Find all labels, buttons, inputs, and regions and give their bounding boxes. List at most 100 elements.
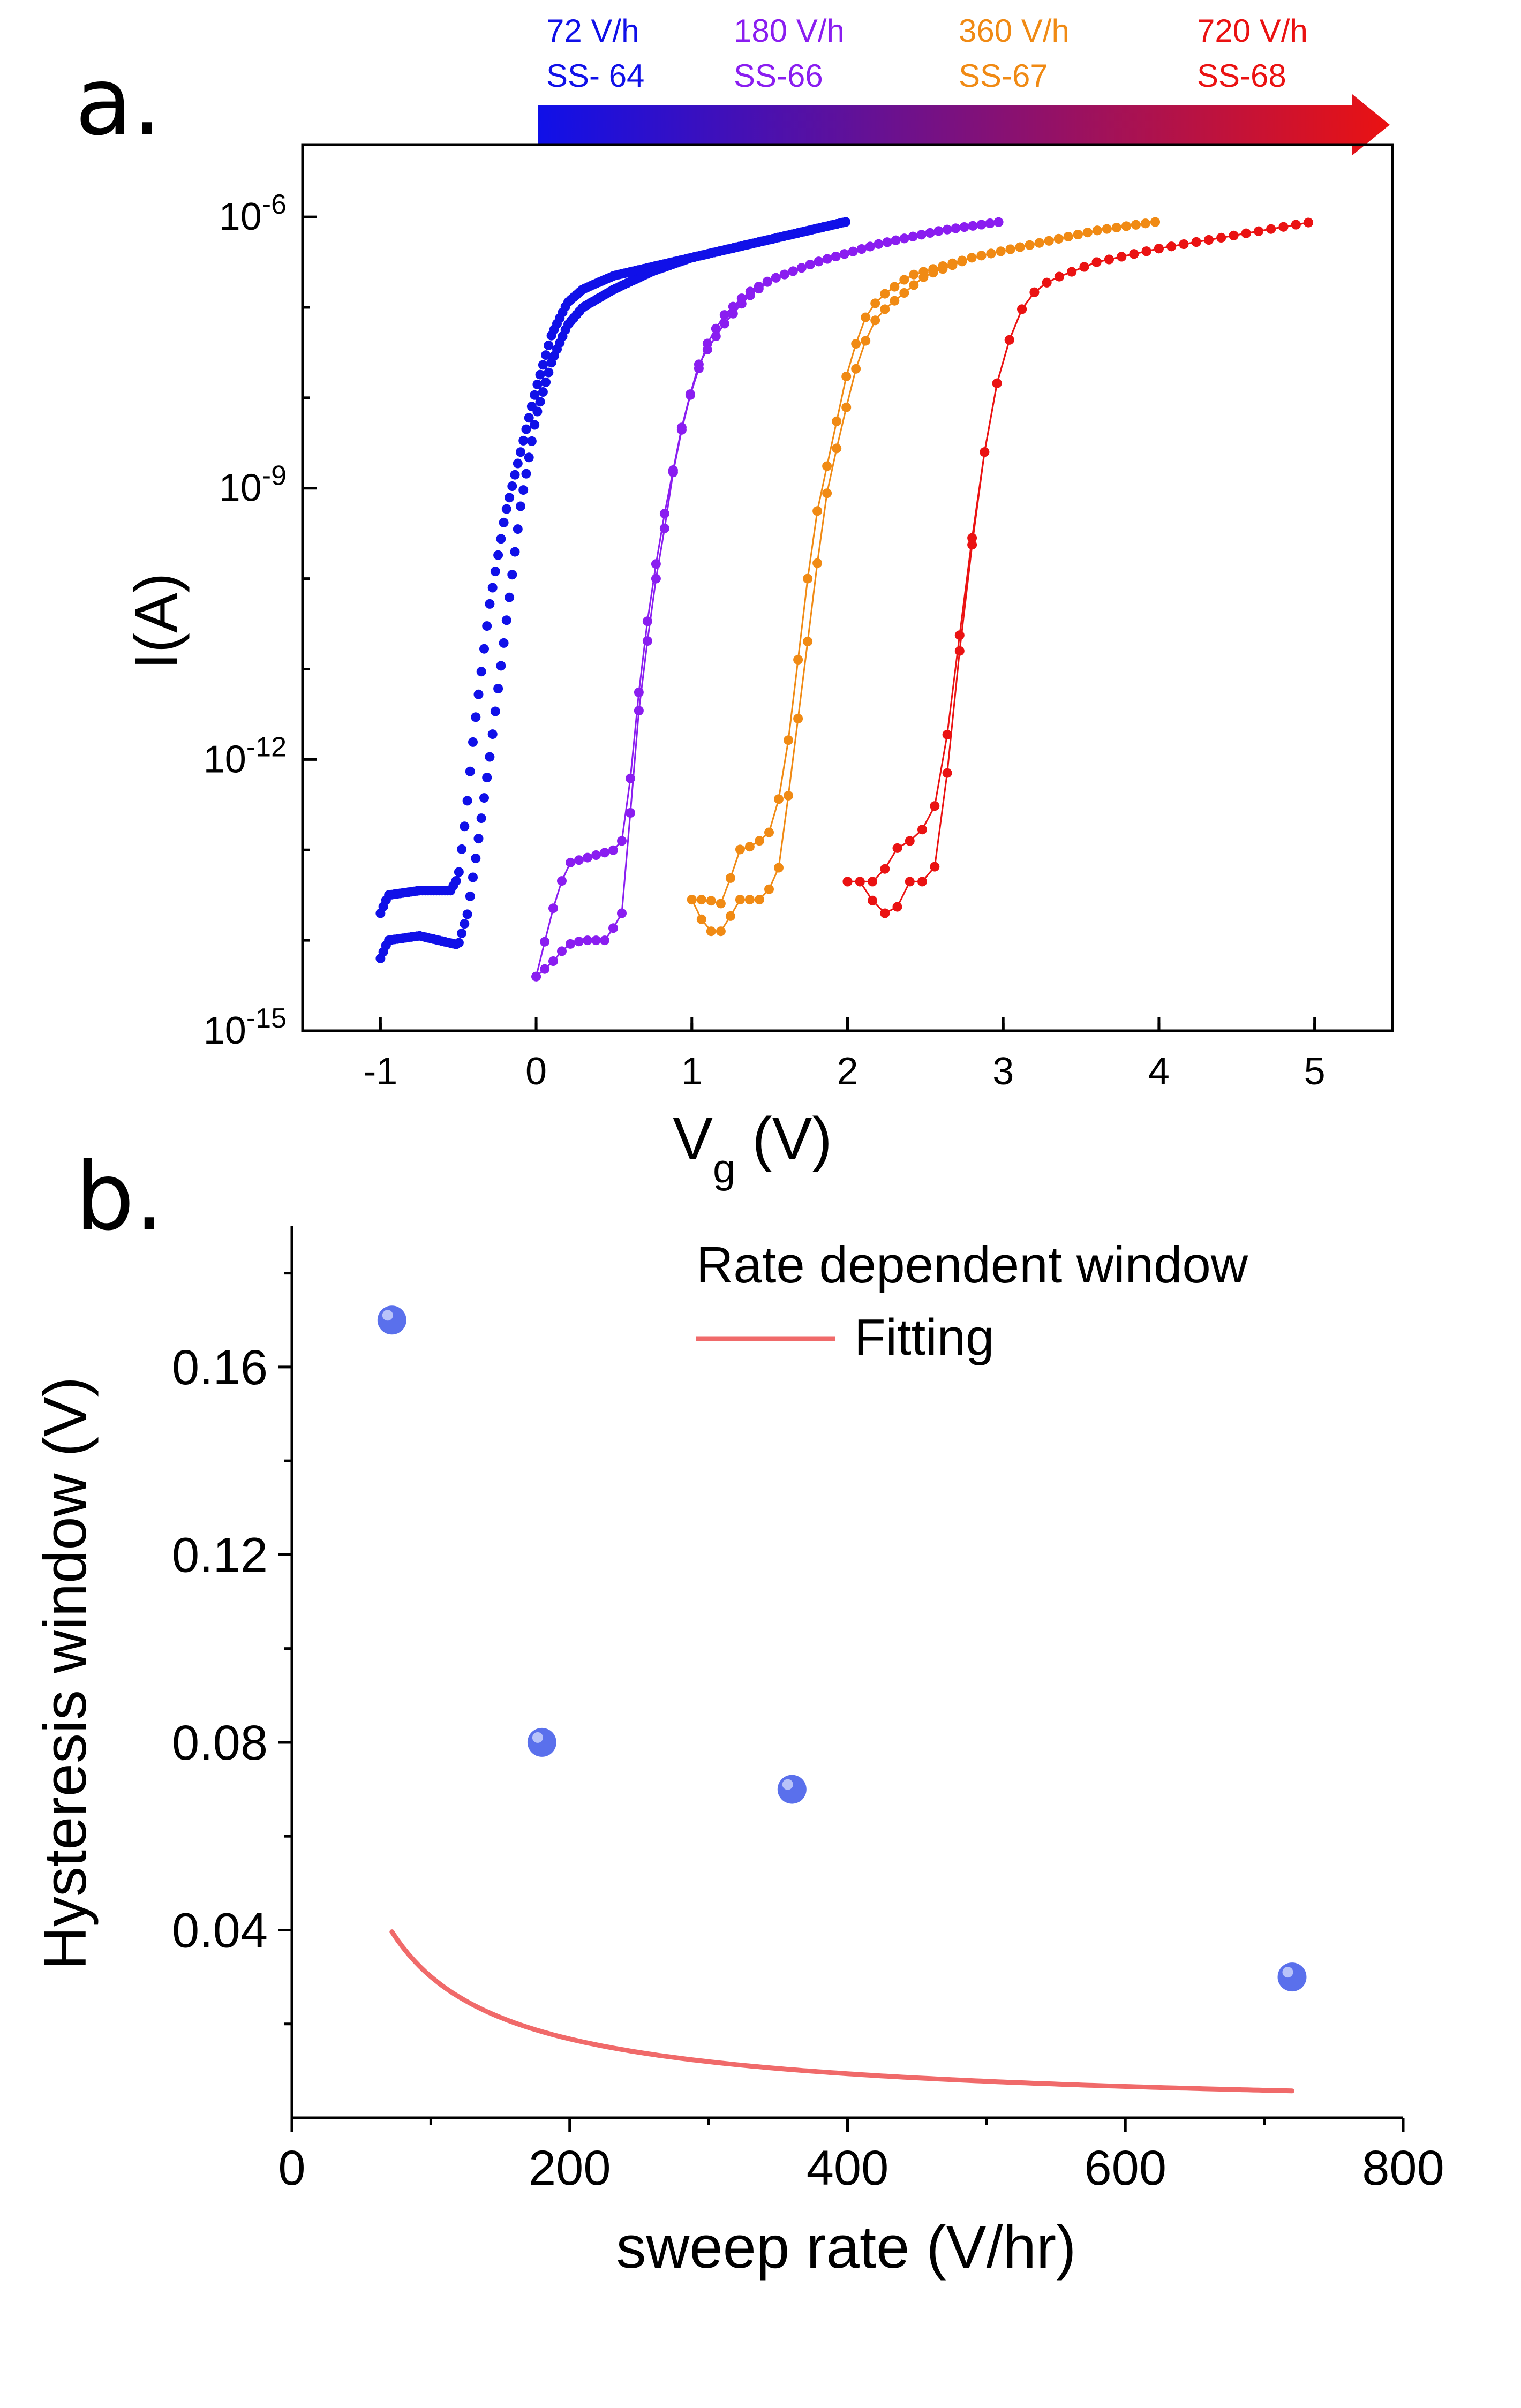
data-point	[1091, 257, 1102, 267]
x-tick-label: 600	[1085, 2141, 1167, 2195]
x-tick-label: 3	[992, 1050, 1014, 1093]
data-point	[736, 299, 747, 309]
data-point	[822, 488, 832, 499]
data-point	[471, 854, 481, 863]
data-point	[951, 223, 961, 233]
data-point	[626, 808, 635, 818]
data-point	[600, 935, 609, 946]
data-point	[777, 1775, 807, 1804]
sample-label: SS-67	[959, 58, 1048, 94]
y-tick-label: 10-6	[219, 189, 287, 238]
data-point	[855, 877, 865, 887]
panel-a-letter: a.	[75, 48, 162, 156]
data-point	[685, 389, 695, 399]
xlabel-v: V	[673, 1105, 713, 1172]
data-point	[992, 378, 1002, 388]
data-point	[1005, 244, 1015, 254]
data-point	[764, 827, 774, 837]
data-point	[544, 340, 554, 350]
data-point	[1092, 225, 1102, 236]
data-point	[1025, 240, 1035, 250]
data-point	[870, 315, 880, 326]
data-point	[1004, 335, 1014, 345]
chart-a-xlabel: Vg (V)	[673, 1105, 832, 1191]
chart-b-legend: Rate dependent window Fitting	[696, 1236, 1248, 1366]
data-point	[496, 661, 506, 671]
data-point	[925, 228, 935, 238]
data-point	[479, 644, 489, 654]
data-point	[728, 301, 738, 312]
series-red	[842, 217, 1313, 918]
data-point	[822, 461, 832, 471]
data-point	[803, 573, 813, 584]
data-point	[1254, 226, 1263, 236]
data-point	[784, 735, 793, 745]
data-point	[482, 773, 492, 783]
data-point	[702, 344, 712, 354]
data-point	[947, 258, 958, 268]
data-point	[501, 615, 511, 625]
data-point	[755, 836, 764, 846]
series-line-backward	[691, 221, 1156, 905]
data-point	[803, 637, 813, 646]
data-point	[725, 873, 735, 883]
data-point	[832, 416, 842, 426]
data-point	[917, 877, 927, 887]
data-point	[812, 506, 823, 516]
data-point	[557, 876, 567, 886]
data-point	[468, 737, 478, 747]
data-point	[460, 919, 470, 929]
data-point	[1154, 244, 1164, 254]
data-point	[993, 217, 1004, 227]
data-point	[841, 402, 852, 412]
data-point	[916, 230, 927, 240]
data-point	[531, 971, 541, 982]
data-point	[1278, 222, 1289, 232]
x-tick-label: -1	[363, 1050, 397, 1093]
data-point	[642, 616, 652, 626]
rate-label: 720 V/h	[1197, 13, 1308, 49]
data-point	[527, 1727, 556, 1757]
data-point	[535, 369, 545, 380]
data-point	[793, 714, 803, 723]
data-point	[868, 877, 877, 887]
data-point	[880, 864, 890, 874]
data-point	[451, 876, 461, 886]
data-point	[668, 465, 678, 475]
data-point	[942, 729, 952, 739]
data-point	[1216, 232, 1226, 243]
data-point	[476, 667, 486, 677]
data-point	[583, 935, 592, 946]
data-point	[909, 280, 919, 290]
xlabel-unit: (V)	[735, 1105, 832, 1172]
data-point	[676, 422, 687, 433]
data-point	[608, 845, 618, 855]
data-point	[917, 825, 927, 835]
chart-b-ticks: 0 200 400 600 800 0.04 0.08 0.12 0.16	[172, 1272, 1444, 2195]
data-point	[1131, 220, 1141, 230]
data-point	[530, 390, 540, 400]
chart-b-axes	[290, 1226, 1403, 2119]
data-point	[764, 884, 774, 894]
sample-label: SS-66	[734, 58, 823, 94]
series-purple	[531, 217, 1004, 982]
data-point	[1015, 242, 1025, 252]
series-line-forward	[536, 221, 999, 977]
data-point	[490, 567, 500, 577]
data-point	[521, 469, 531, 479]
data-point	[976, 220, 987, 230]
data-point	[548, 956, 558, 966]
data-point-highlight	[532, 1732, 543, 1743]
data-point	[745, 290, 755, 300]
chart-a-series	[375, 217, 1313, 982]
data-point	[909, 269, 919, 280]
data-point	[518, 435, 529, 446]
data-point	[626, 773, 635, 783]
panel-b-letter: b.	[75, 1143, 164, 1251]
data-point	[493, 684, 503, 693]
data-point	[1121, 221, 1131, 231]
data-point	[535, 397, 545, 407]
sweep-rate-arrow	[538, 94, 1390, 155]
data-point	[861, 336, 871, 346]
data-point	[968, 221, 978, 231]
